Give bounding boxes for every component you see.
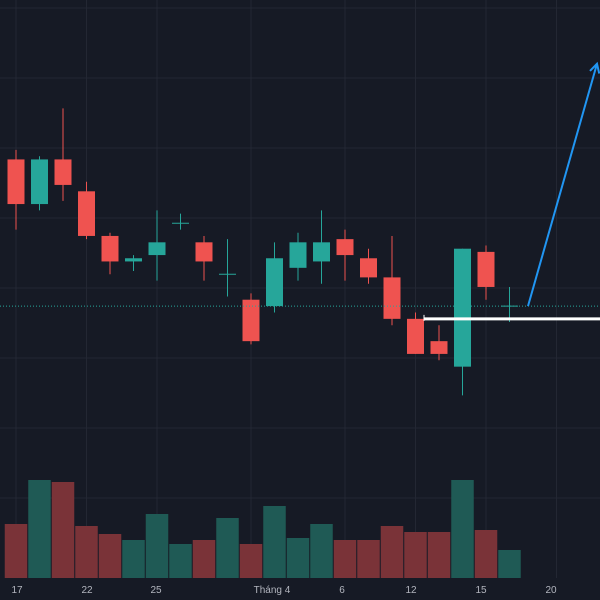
- volume-bar: [263, 506, 286, 578]
- candle-body: [289, 242, 307, 268]
- candle-body: [54, 159, 72, 185]
- x-tick-label: 15: [475, 585, 487, 596]
- volume-bar: [239, 544, 263, 578]
- volume-bar: [286, 538, 310, 578]
- volume-bar: [310, 524, 333, 578]
- candle-body: [31, 159, 48, 205]
- volume-bar: [169, 544, 192, 578]
- volume-bar: [192, 540, 216, 578]
- volume-bar: [145, 514, 169, 578]
- x-tick-label: 6: [339, 585, 345, 596]
- x-tick-label: 22: [81, 585, 93, 596]
- candle-body: [125, 258, 142, 262]
- overlays: [0, 61, 600, 321]
- candle-body: [383, 277, 401, 319]
- volume-bar: [427, 532, 451, 578]
- volume-bar: [4, 524, 28, 578]
- grid-lines: [0, 0, 600, 578]
- x-tick-label: 20: [545, 585, 557, 596]
- candle-body: [336, 239, 354, 256]
- candle-body: [454, 248, 471, 367]
- x-tick-label: 25: [150, 585, 162, 596]
- candle-body: [407, 318, 424, 354]
- volume-bar: [28, 480, 51, 578]
- volume-bar: [474, 530, 498, 578]
- x-tick-label: 12: [405, 585, 417, 596]
- candle-body: [101, 235, 119, 262]
- projection-arrow-shaft: [527, 63, 598, 307]
- x-tick-label: 17: [11, 585, 23, 596]
- candle-body: [242, 299, 260, 342]
- candle-body: [477, 251, 495, 287]
- candle-body: [266, 258, 283, 307]
- candle-body: [148, 242, 166, 256]
- volume-bar: [451, 480, 474, 578]
- candle-body: [7, 159, 25, 205]
- volume-bar: [404, 532, 427, 578]
- volume-bars: [4, 480, 521, 578]
- volume-bar: [498, 550, 521, 578]
- volume-bar: [51, 482, 75, 578]
- candle-body: [195, 242, 213, 262]
- volume-bar: [216, 518, 239, 578]
- x-axis-tick-labels: 17 22 25 Tháng 4 6 12 15 20: [11, 585, 557, 596]
- volume-bar: [122, 540, 145, 578]
- candle-body: [78, 191, 95, 236]
- candles: [7, 108, 518, 396]
- projection-arrow-head: [589, 61, 600, 74]
- candle-body: [430, 341, 448, 354]
- volume-bar: [333, 540, 357, 578]
- candle-body: [360, 258, 377, 278]
- candle-body: [313, 242, 330, 262]
- x-tick-label: Tháng 4: [254, 585, 291, 596]
- volume-bar: [75, 526, 98, 578]
- volume-bar: [357, 540, 380, 578]
- volume-bar: [98, 534, 122, 578]
- volume-bar: [380, 526, 404, 578]
